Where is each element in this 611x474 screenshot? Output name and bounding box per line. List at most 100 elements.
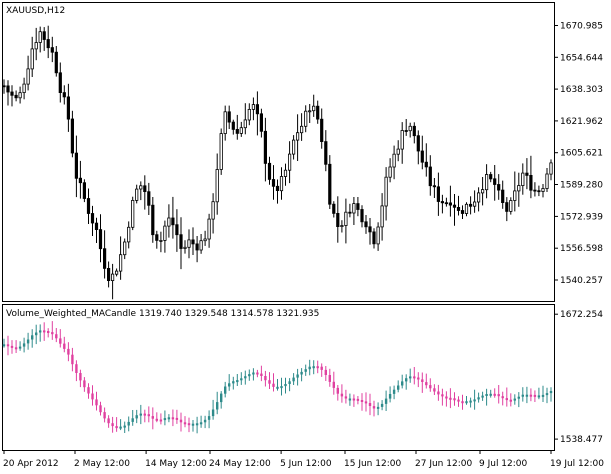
candle	[74, 135, 78, 198]
indicator-candle	[207, 410, 211, 429]
candle	[348, 203, 352, 218]
indicator-candle	[99, 401, 102, 416]
candle	[509, 197, 513, 215]
candle	[299, 113, 304, 141]
indicator-candle	[288, 378, 291, 392]
indicator-candle	[320, 363, 323, 377]
candle	[18, 86, 22, 104]
candle	[476, 187, 481, 212]
indicator-candle	[397, 380, 400, 393]
candle	[115, 268, 119, 277]
indicator-candle	[529, 388, 533, 402]
indicator-candle	[47, 328, 50, 338]
candle	[191, 227, 195, 255]
candle	[295, 114, 300, 161]
indicator-candle	[292, 373, 295, 385]
indicator-candle	[549, 387, 553, 402]
x-tick-label: 19 Jul 12:00	[550, 459, 604, 469]
indicator-candle	[405, 374, 408, 390]
indicator-candle	[485, 388, 488, 406]
indicator-candle	[211, 399, 215, 420]
candle	[404, 119, 408, 136]
candle	[42, 27, 46, 51]
indicator-candle	[260, 365, 263, 382]
y-tick-label: 1556.598	[560, 244, 603, 254]
candle	[34, 27, 38, 61]
indicator-candle	[155, 412, 158, 423]
candle	[283, 163, 288, 186]
candle	[376, 222, 380, 251]
indicator-candle	[163, 410, 167, 426]
indicator-candle	[525, 386, 529, 404]
candle	[94, 217, 99, 243]
x-tick-label: 20 Apr 2012	[3, 459, 59, 469]
candle	[90, 205, 95, 236]
indicator-candle	[449, 388, 452, 409]
indicator-candle	[380, 400, 384, 411]
candle	[308, 104, 312, 123]
candle	[147, 182, 151, 215]
indicator-candle	[429, 378, 432, 392]
indicator-candle	[43, 322, 46, 341]
candle	[440, 194, 445, 214]
candle	[111, 263, 115, 300]
indicator-candle	[368, 393, 372, 416]
indicator-candle	[10, 340, 14, 354]
candle	[187, 229, 191, 259]
candle	[541, 184, 545, 198]
candle	[505, 197, 509, 222]
price-chart-title: XAUUSD,H12	[6, 6, 65, 16]
indicator-candle	[83, 377, 86, 392]
candle	[464, 202, 469, 217]
candle	[356, 197, 360, 217]
indicator-candle	[127, 416, 130, 432]
candle	[384, 167, 388, 221]
indicator-candle	[119, 419, 122, 431]
indicator-candle	[87, 383, 90, 399]
indicator-candle	[268, 372, 271, 389]
indicator-candle	[135, 409, 138, 424]
candle	[78, 160, 82, 199]
candle	[211, 193, 215, 234]
indicator-candle	[280, 377, 283, 396]
candle	[259, 108, 264, 138]
indicator-candle	[103, 407, 106, 423]
candle	[380, 193, 384, 241]
indicator-candle	[437, 384, 440, 401]
candle	[14, 90, 18, 102]
indicator-candle	[457, 396, 460, 407]
price-axis: 1670.985 1654.644 1638.303 1621.962 1605.621…	[554, 22, 603, 286]
indicator-candle	[14, 340, 18, 353]
y-tick-label: 1605.621	[560, 149, 603, 159]
indicator-candle	[409, 368, 412, 383]
indicator-candle	[481, 391, 484, 401]
price-candles	[2, 25, 553, 300]
candle	[131, 196, 135, 231]
indicator-candle	[421, 372, 424, 393]
indicator-candle	[67, 342, 70, 362]
candle	[320, 108, 324, 149]
candle	[501, 180, 505, 209]
candle	[151, 197, 155, 243]
candle	[316, 100, 320, 124]
candle	[420, 135, 424, 170]
candle	[263, 117, 268, 182]
candle	[408, 122, 412, 138]
indicator-candle	[441, 388, 444, 406]
x-tick-label: 9 Jul 12:00	[479, 459, 528, 469]
candle	[436, 172, 441, 216]
candle	[352, 197, 356, 225]
candle	[456, 195, 461, 216]
candle	[275, 179, 280, 204]
indicator-candle	[417, 372, 420, 388]
indicator-candle	[131, 410, 134, 426]
candle	[529, 155, 533, 199]
candle	[82, 179, 86, 203]
indicator-candle	[316, 360, 319, 374]
indicator-candle	[18, 341, 22, 351]
candle	[199, 234, 203, 254]
candle	[98, 214, 103, 263]
y-tick-label: 1670.985	[560, 22, 603, 32]
indicator-candle	[203, 415, 207, 429]
